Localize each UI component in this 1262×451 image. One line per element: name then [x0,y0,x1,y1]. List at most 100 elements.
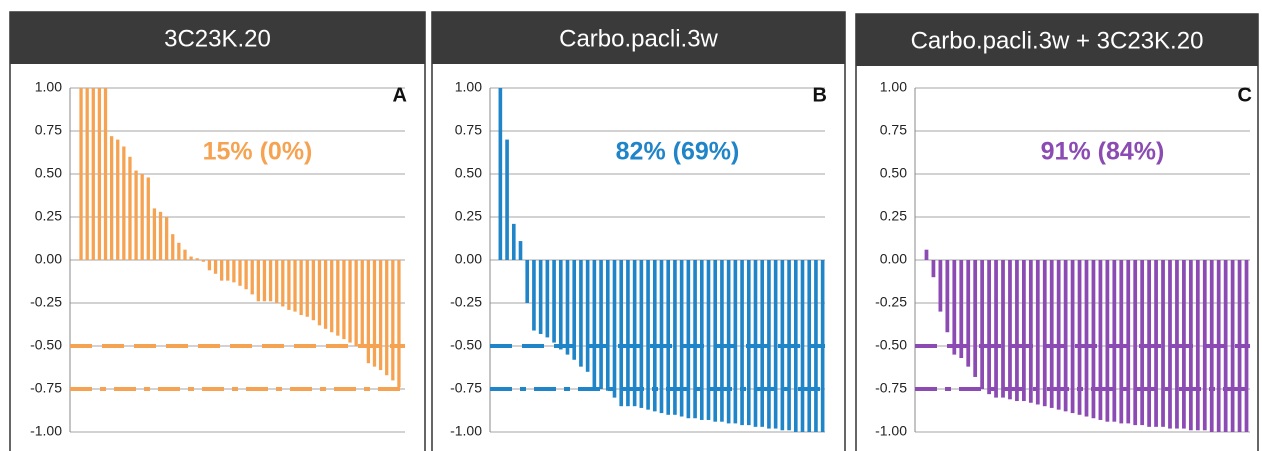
bar [348,260,352,343]
y-tick-label: -0.25 [875,294,907,310]
bar [1230,260,1235,432]
bar [1001,260,1005,398]
bar [134,170,138,260]
bar [360,260,364,348]
y-tick-label: 0.75 [455,122,482,138]
bar [545,260,550,338]
bar [91,88,95,260]
bar [686,260,691,419]
bar [293,260,297,312]
bar [109,136,114,260]
bar [330,260,334,333]
bar [1147,260,1151,427]
bar [201,260,205,262]
bar [780,260,785,431]
bar [987,260,991,395]
panel-label: B [813,84,827,106]
bar [639,260,644,408]
bar [1202,260,1207,431]
bar [693,260,697,419]
bar [966,260,971,367]
bar [97,88,102,260]
bar [378,260,383,371]
bar [164,217,169,260]
bar [385,260,389,376]
panel-header [10,12,425,64]
bar [1133,260,1138,426]
y-tick-label: -0.50 [875,337,907,353]
y-tick-label: -0.75 [875,380,907,396]
bar [511,223,516,260]
bar [800,260,805,432]
bar [116,139,120,260]
bar [1244,260,1249,432]
bar [244,260,248,290]
bar [505,139,509,260]
bar [311,260,316,321]
bar [538,260,543,334]
bar [152,208,157,260]
panel-label: C [1238,84,1252,106]
y-tick-label: -1.00 [30,423,62,439]
bar [1022,260,1026,402]
bar [605,260,610,391]
bar [146,177,150,260]
panel-frame [9,11,426,451]
bar [980,260,985,389]
bar [1168,260,1172,429]
bar [1028,260,1033,403]
bar [122,146,126,260]
bar [659,260,664,414]
bar [572,260,577,360]
bar [1161,260,1165,427]
bar [336,260,340,336]
bar [713,260,718,422]
y-tick-label: 1.00 [35,79,62,95]
y-tick-label: 0.25 [880,208,907,224]
bar [767,260,771,429]
bar [924,249,929,260]
annotation: 82% (69%) [616,138,740,166]
bar [626,260,630,407]
bar [256,260,260,302]
bar [740,260,744,426]
bar [238,260,242,286]
bar [262,260,267,302]
bar [213,260,218,274]
bar [140,174,144,260]
bar [1015,260,1019,402]
y-tick-label: 1.00 [455,79,482,95]
bar [931,260,936,278]
bar [1209,260,1214,432]
bar [275,260,279,303]
bar [612,260,617,398]
bar [726,260,731,424]
bar [959,260,964,359]
bar [1140,260,1145,426]
bar [397,260,401,388]
panel-title: Carbo.pacli.3w [559,25,718,52]
y-tick-label: 1.00 [880,79,907,95]
bar [268,260,273,302]
y-tick-label: -1.00 [875,423,907,439]
bar [177,242,181,260]
bar [938,260,943,312]
bar [619,260,624,407]
bar [1098,260,1103,420]
bar [646,260,650,410]
bar [1063,260,1068,412]
bar [1056,260,1061,410]
bar [305,260,309,317]
bar [158,211,163,260]
y-tick-label: 0.00 [455,251,482,267]
bar [79,88,83,260]
bar [773,260,778,429]
bar [103,88,108,260]
bar [585,260,590,372]
bar [994,260,998,398]
annotation: 91% (84%) [1041,138,1165,166]
bar [793,260,798,432]
bar [807,260,812,432]
bar [1008,260,1012,400]
